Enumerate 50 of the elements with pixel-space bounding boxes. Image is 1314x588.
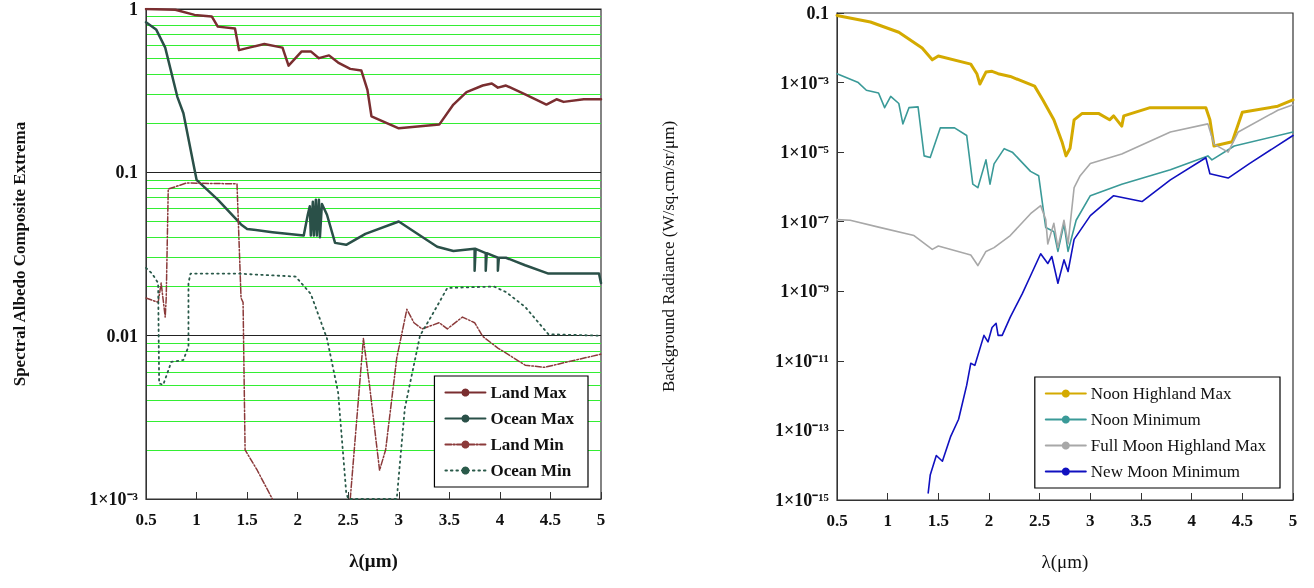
x-tick-label: 4 [495, 510, 505, 529]
y-tick-label: 1×10⁻¹³ [774, 420, 830, 441]
x-tick-label: 5 [596, 510, 606, 529]
y-tick-label: 0.1 [115, 162, 138, 183]
legend-label: Ocean Min [490, 461, 572, 480]
line-series [144, 20, 603, 285]
line-series [927, 134, 1294, 494]
legend-label: New Moon Minimum [1090, 462, 1241, 481]
y-tick-label: 1×10⁻⁷ [780, 211, 830, 232]
x-tick-label: 2 [293, 510, 302, 529]
x-tick-label: 3 [1086, 511, 1095, 530]
x-tick-label: 5 [1288, 511, 1298, 530]
x-tick-label: 2.5 [337, 510, 359, 529]
x-tick-label: 1 [192, 510, 201, 529]
x-tick-label: 3 [394, 510, 404, 529]
line-series [144, 7, 603, 130]
legend-label: Land Min [490, 435, 565, 454]
y-tick-label: 1×10⁻¹⁵ [774, 490, 830, 510]
legend-label: Land Max [490, 383, 567, 402]
x-tick-label: 3.5 [438, 510, 460, 529]
x-tick-label: 0.5 [826, 511, 848, 530]
line-series [835, 13, 1295, 158]
y-tick-label: 0.01 [106, 325, 138, 346]
y-tick-label: 1×10⁻³ [89, 489, 139, 509]
y-tick-label: 1×10⁻³ [780, 72, 830, 93]
x-tick-label: 4 [1187, 511, 1197, 530]
x-tick-label: 0.5 [135, 510, 157, 529]
y-tick-label: 1×10⁻⁹ [780, 281, 830, 302]
line-series [836, 103, 1294, 267]
x-axis-title: λ(μm) [1041, 551, 1089, 573]
x-tick-label: 4.5 [1231, 511, 1253, 530]
x-axis-title: λ(μm) [349, 550, 398, 572]
y-axis-title: Spectral Albedo Composite Extrema [10, 121, 29, 387]
y-tick-label: 0.1 [806, 3, 829, 23]
y-axis-title: Background Radiance (W/sq.cm/sr/μm) [659, 120, 678, 393]
x-tick-label: 1.5 [236, 510, 258, 529]
legend-label: Noon Minimum [1090, 410, 1201, 429]
legend-label: Full Moon Highland Max [1090, 436, 1267, 455]
x-tick-label: 1 [883, 511, 892, 530]
y-tick-label: 1 [129, 0, 138, 19]
x-tick-label: 4.5 [539, 510, 562, 529]
x-tick-label: 1.5 [927, 511, 949, 530]
y-tick-label: 1×10⁻¹¹ [774, 350, 829, 371]
x-tick-label: 3.5 [1130, 511, 1152, 530]
legend-label: Ocean Max [490, 409, 575, 428]
y-tick-label: 1×10⁻⁵ [780, 142, 830, 163]
legend-label: Noon Highland Max [1090, 384, 1233, 403]
x-tick-label: 2.5 [1029, 511, 1051, 530]
line-series [836, 72, 1294, 253]
x-tick-label: 2 [984, 511, 994, 530]
